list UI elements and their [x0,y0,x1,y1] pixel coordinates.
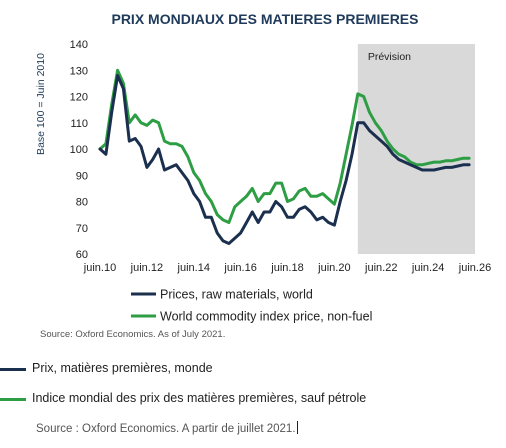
x-axis-ticks: juin.10 juin.12 juin.14 juin.16 juin.18 juin.… [83,262,491,274]
legend-swatch-non-fuel [0,398,26,401]
forecast-label: Prévision [368,51,411,63]
legend-item-non-fuel: Indice mondial des prix des matières pre… [0,390,506,408]
y-tick-label: 70 [76,223,88,235]
x-tick-label: juin.22 [364,262,397,274]
legend-label-non-fuel: Indice mondial des prix des matières pre… [32,391,367,405]
source-text: Source : Oxford Economics. A partir de j… [36,423,296,435]
y-axis-ticks: 60 70 80 90 100 110 120 130 140 [70,39,88,261]
chart-legend: Prices, raw materials, world World commod… [131,288,372,324]
series-lines [98,68,471,245]
chart-svg: PRIX MONDIAUX DES MATIERES PREMIERES Bas… [35,11,491,340]
legend-label: World commodity index price, non-fuel [160,310,372,324]
series-line-non-fuel [98,68,471,224]
y-tick-label: 90 [76,170,88,182]
y-axis-label: Base 100 = Juin 2010 [35,53,47,155]
x-tick-label: juin.18 [270,262,303,274]
y-tick-label: 60 [76,249,88,261]
legend-label: Prices, raw materials, world [160,288,313,302]
legend-swatch-raw-materials [0,368,26,371]
legend-label-raw-materials: Prix, matières premières, monde [32,361,213,375]
x-tick-label: juin.12 [130,262,163,274]
series-line-raw-materials [98,74,471,245]
y-tick-label: 100 [70,144,88,156]
x-tick-label: juin.26 [458,262,491,274]
x-tick-label: juin.24 [411,262,444,274]
text-cursor [296,421,298,434]
legend-item-raw-materials: Prix, matières premières, monde [0,360,506,378]
x-tick-label: juin.10 [83,262,116,274]
source-note: Source : Oxford Economics. A partir de j… [36,421,298,435]
x-tick-label: juin.14 [177,262,210,274]
forecast-shade [357,44,475,254]
x-tick-label: juin.20 [317,262,350,274]
chart-source: Source: Oxford Economics. As of July 202… [40,329,225,340]
y-tick-label: 80 [76,197,88,209]
y-tick-label: 140 [70,39,88,51]
forecast-region: Prévision [357,44,475,254]
y-tick-label: 130 [70,65,88,77]
chart-title: PRIX MONDIAUX DES MATIERES PREMIERES [111,11,418,27]
y-tick-label: 110 [70,118,88,130]
x-tick-label: juin.16 [223,262,256,274]
y-tick-label: 120 [70,92,88,104]
